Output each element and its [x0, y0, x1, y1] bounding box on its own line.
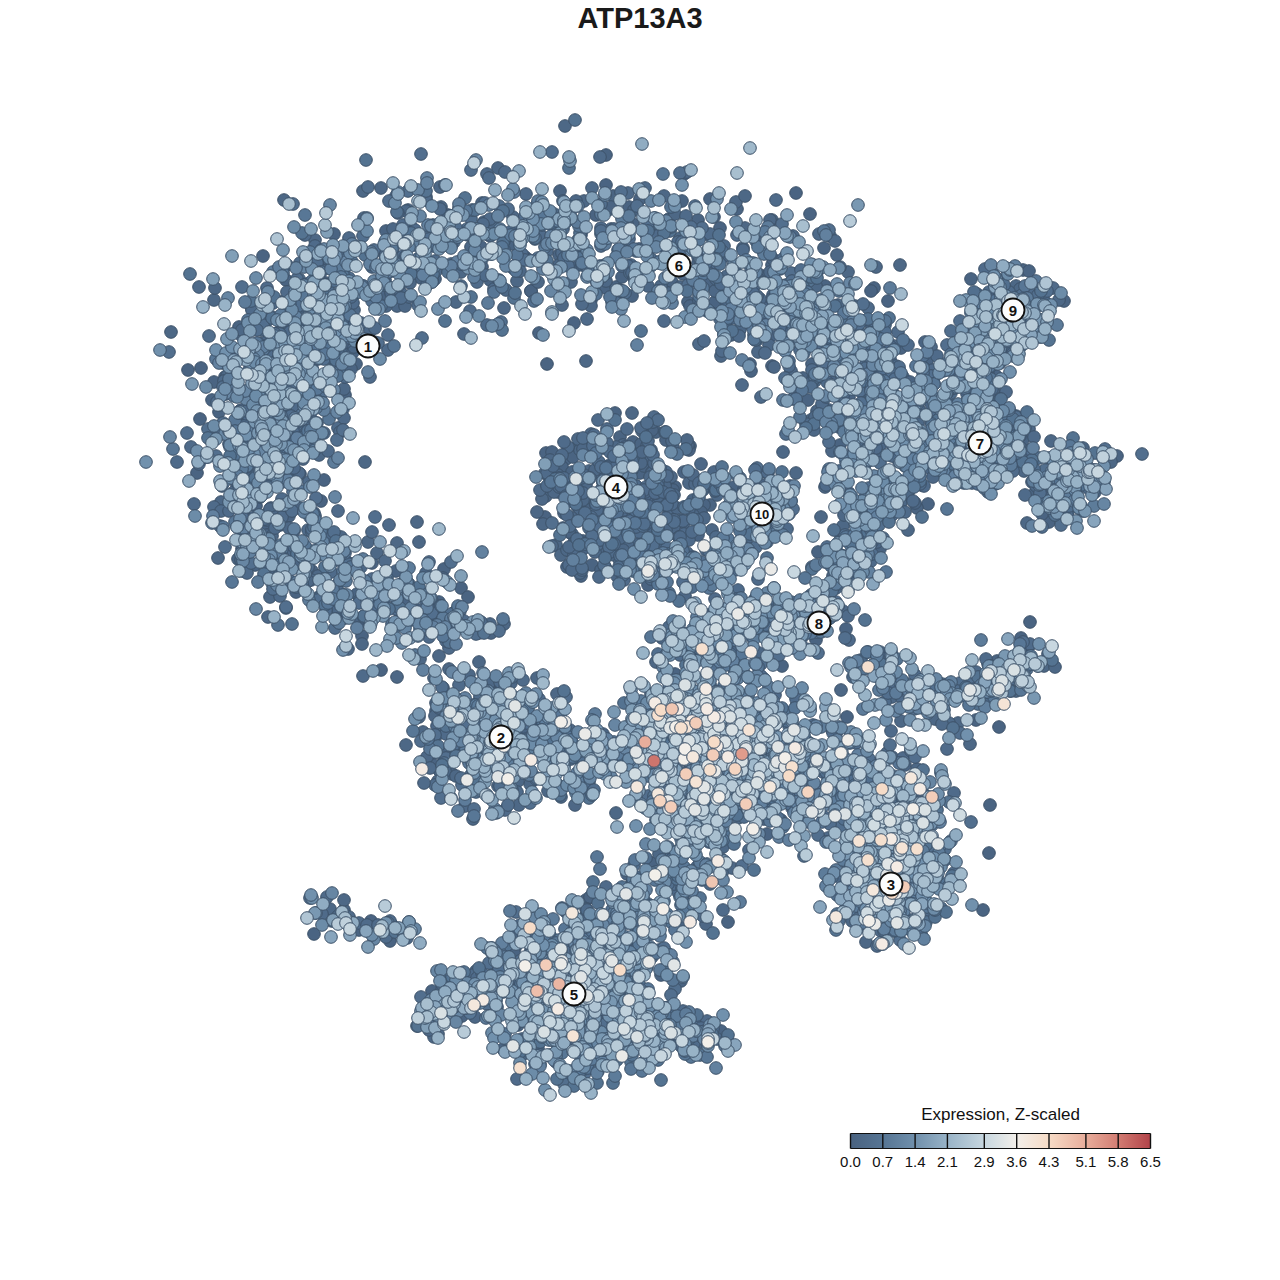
svg-text:3.6: 3.6: [1006, 1153, 1027, 1170]
svg-text:4.3: 4.3: [1039, 1153, 1060, 1170]
svg-text:3: 3: [887, 876, 895, 893]
svg-text:2: 2: [497, 729, 505, 746]
svg-text:5.1: 5.1: [1075, 1153, 1096, 1170]
svg-text:5.8: 5.8: [1108, 1153, 1129, 1170]
svg-text:6: 6: [675, 257, 683, 274]
svg-text:7: 7: [976, 435, 984, 452]
svg-text:1: 1: [364, 338, 372, 355]
svg-text:1.4: 1.4: [905, 1153, 926, 1170]
svg-text:9: 9: [1009, 302, 1017, 319]
svg-text:0.0: 0.0: [840, 1153, 861, 1170]
svg-text:4: 4: [612, 479, 621, 496]
svg-text:6.5: 6.5: [1140, 1153, 1161, 1170]
svg-text:2.1: 2.1: [937, 1153, 958, 1170]
svg-text:2.9: 2.9: [974, 1153, 995, 1170]
svg-text:8: 8: [815, 615, 823, 632]
svg-text:5: 5: [570, 986, 578, 1003]
svg-text:10: 10: [755, 507, 769, 522]
svg-text:Expression, Z-scaled: Expression, Z-scaled: [921, 1105, 1080, 1124]
svg-text:0.7: 0.7: [872, 1153, 893, 1170]
